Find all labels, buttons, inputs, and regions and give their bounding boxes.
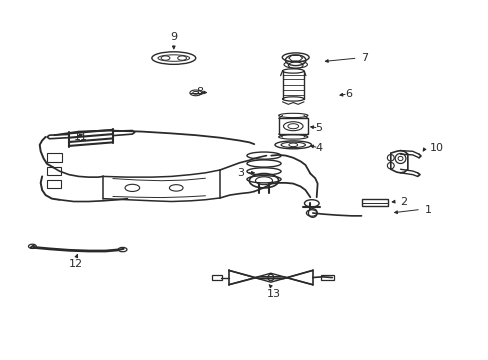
Bar xyxy=(47,153,61,162)
Text: 8: 8 xyxy=(196,87,203,97)
Bar xyxy=(47,180,61,188)
Bar xyxy=(320,275,333,280)
Text: 13: 13 xyxy=(266,289,280,300)
Text: 9: 9 xyxy=(170,32,177,42)
Text: 3: 3 xyxy=(237,168,244,178)
Text: 11: 11 xyxy=(74,132,88,142)
Bar xyxy=(212,275,222,280)
Text: 5: 5 xyxy=(315,123,322,133)
Bar xyxy=(47,167,61,175)
Ellipse shape xyxy=(177,56,186,60)
Text: 1: 1 xyxy=(424,206,431,216)
Bar xyxy=(361,199,387,206)
Text: 4: 4 xyxy=(315,143,322,153)
Text: 10: 10 xyxy=(429,143,443,153)
Text: 12: 12 xyxy=(69,259,83,269)
Ellipse shape xyxy=(161,56,169,60)
Bar xyxy=(278,118,307,134)
Text: 2: 2 xyxy=(400,197,407,207)
Text: 7: 7 xyxy=(361,53,368,63)
Text: 6: 6 xyxy=(344,89,351,99)
